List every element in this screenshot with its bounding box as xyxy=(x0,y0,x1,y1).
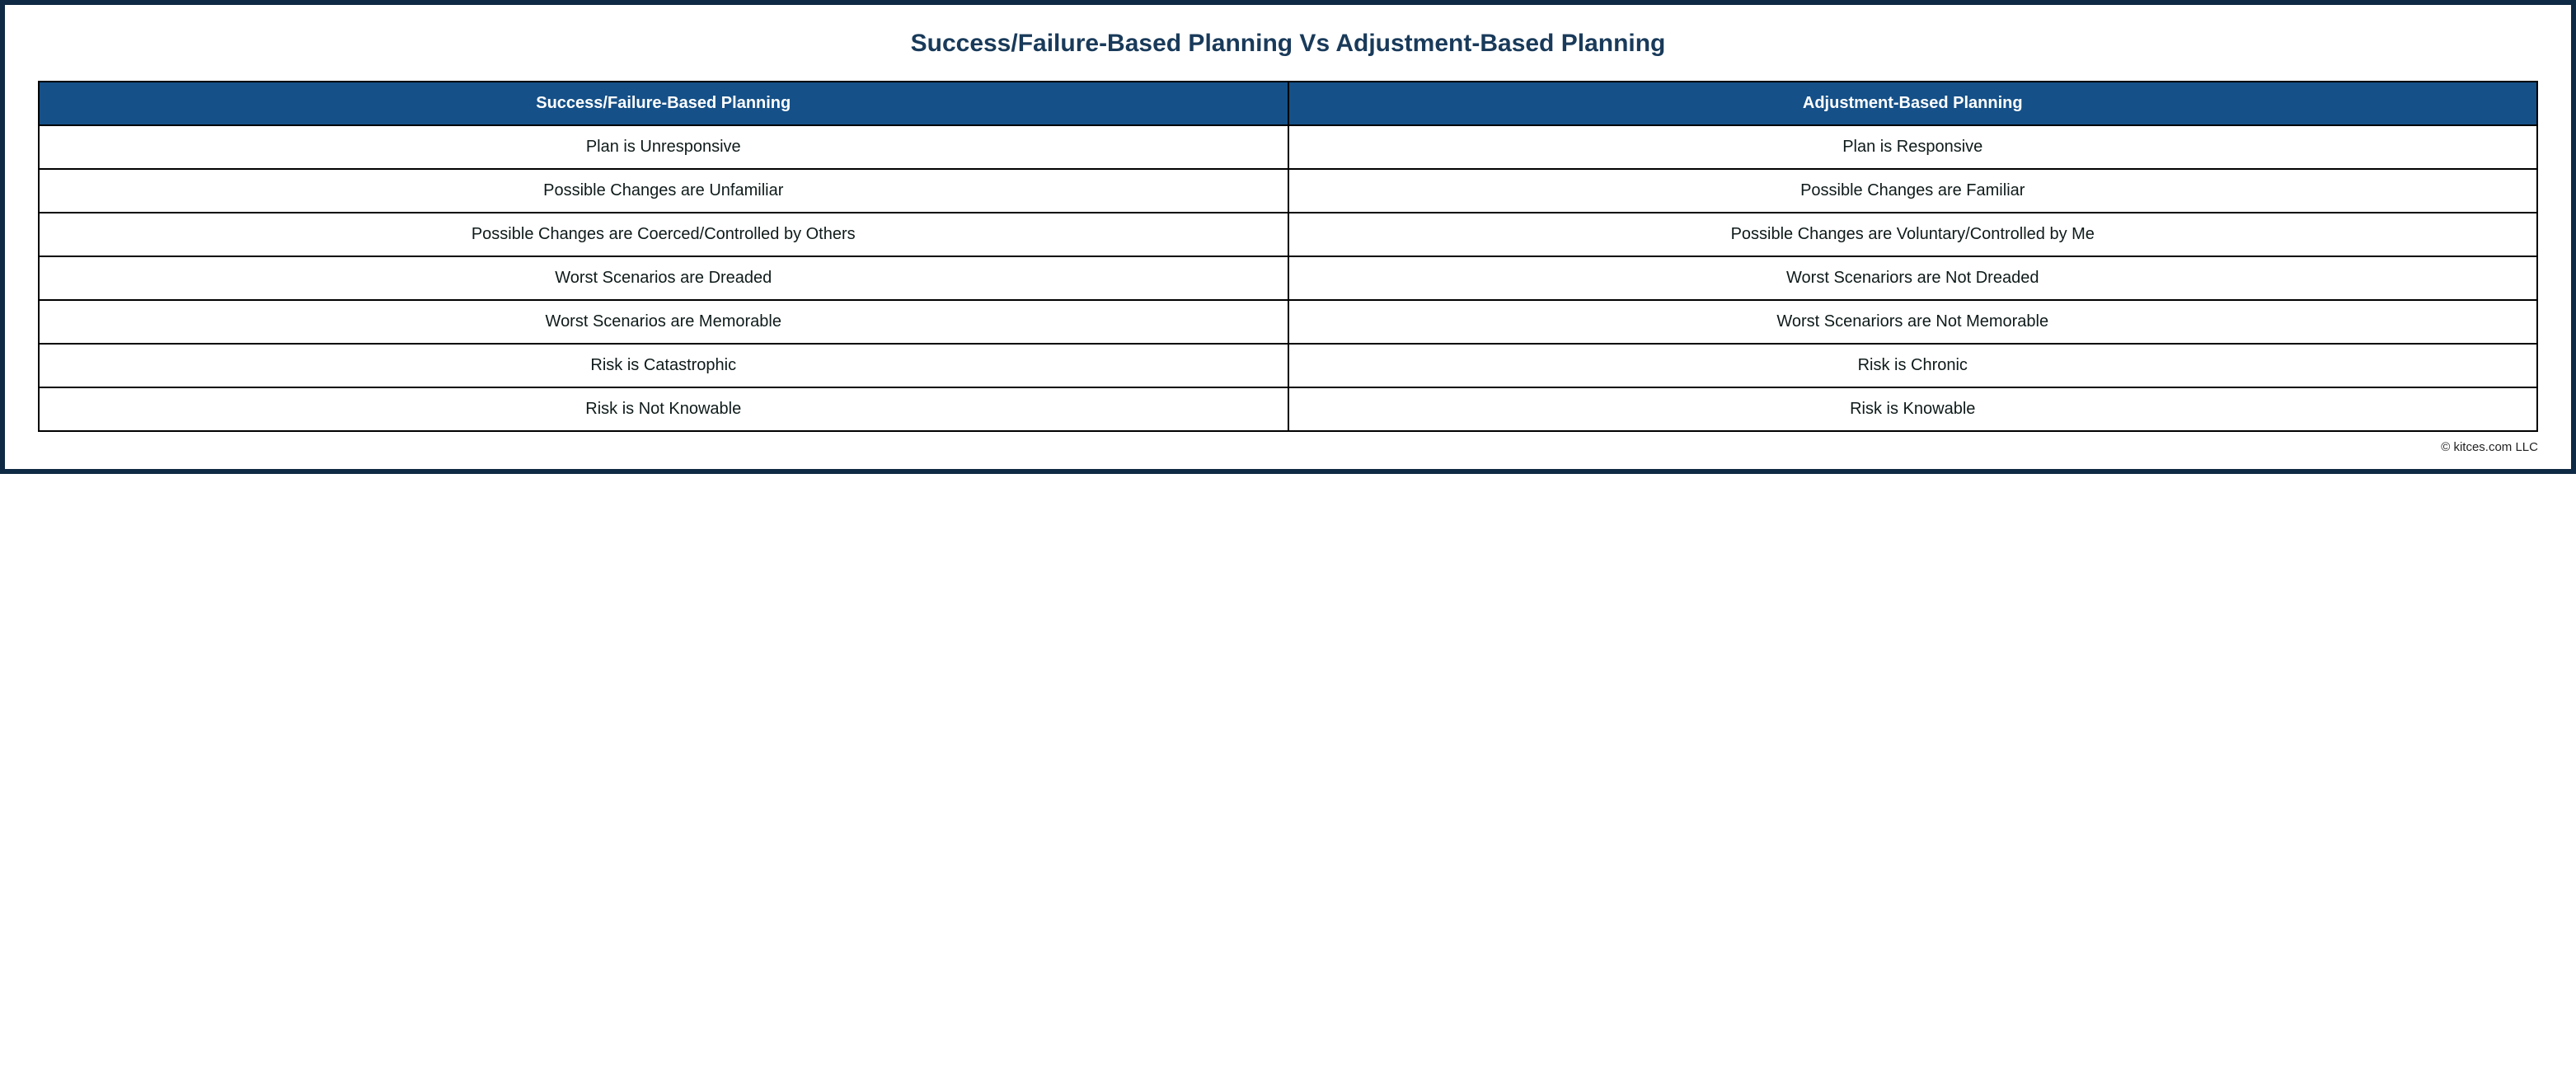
cell-left: Risk is Not Knowable xyxy=(39,387,1288,431)
table-row: Worst Scenarios are Memorable Worst Scen… xyxy=(39,300,2537,344)
cell-right: Plan is Responsive xyxy=(1288,125,2538,169)
table-row: Possible Changes are Coerced/Controlled … xyxy=(39,213,2537,256)
figure-container: Success/Failure-Based Planning Vs Adjust… xyxy=(0,0,2576,474)
cell-left: Possible Changes are Unfamiliar xyxy=(39,169,1288,213)
cell-right: Worst Scenariors are Not Dreaded xyxy=(1288,256,2538,300)
col-header-right: Adjustment-Based Planning xyxy=(1288,82,2538,125)
cell-left: Risk is Catastrophic xyxy=(39,344,1288,387)
copyright-text: © kitces.com LLC xyxy=(38,440,2538,454)
comparison-table: Success/Failure-Based Planning Adjustmen… xyxy=(38,81,2538,432)
cell-right: Risk is Chronic xyxy=(1288,344,2538,387)
page-title: Success/Failure-Based Planning Vs Adjust… xyxy=(38,30,2538,58)
table-row: Plan is Unresponsive Plan is Responsive xyxy=(39,125,2537,169)
cell-left: Worst Scenarios are Memorable xyxy=(39,300,1288,344)
table-row: Risk is Catastrophic Risk is Chronic xyxy=(39,344,2537,387)
table-row: Possible Changes are Unfamiliar Possible… xyxy=(39,169,2537,213)
table-row: Risk is Not Knowable Risk is Knowable xyxy=(39,387,2537,431)
cell-right: Worst Scenariors are Not Memorable xyxy=(1288,300,2538,344)
col-header-left: Success/Failure-Based Planning xyxy=(39,82,1288,125)
table-header-row: Success/Failure-Based Planning Adjustmen… xyxy=(39,82,2537,125)
cell-right: Possible Changes are Familiar xyxy=(1288,169,2538,213)
table-row: Worst Scenarios are Dreaded Worst Scenar… xyxy=(39,256,2537,300)
cell-left: Plan is Unresponsive xyxy=(39,125,1288,169)
cell-right: Possible Changes are Voluntary/Controlle… xyxy=(1288,213,2538,256)
cell-left: Worst Scenarios are Dreaded xyxy=(39,256,1288,300)
cell-right: Risk is Knowable xyxy=(1288,387,2538,431)
cell-left: Possible Changes are Coerced/Controlled … xyxy=(39,213,1288,256)
